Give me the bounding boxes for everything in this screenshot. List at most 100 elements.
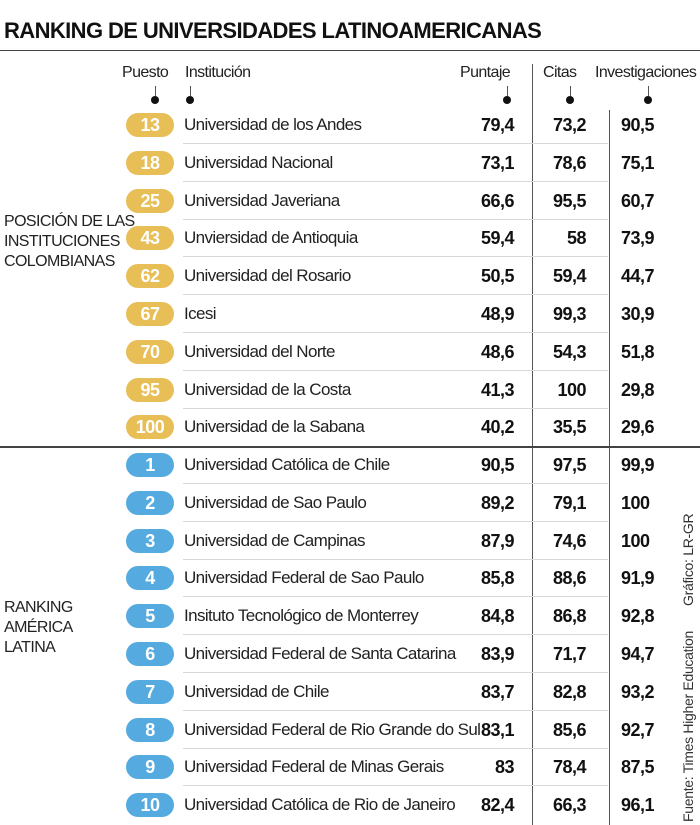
table-row: 7 Universidad de Chile 83,7 82,8 93,2 <box>0 673 700 711</box>
rank-badge: 2 <box>126 490 174 515</box>
institution-name: Icesi <box>184 304 217 323</box>
investigaciones-value: 99,9 <box>621 455 655 475</box>
header-puesto: Puesto <box>122 64 169 81</box>
puntaje-value: 50,5 <box>480 266 515 287</box>
puntaje-value: 83,7 <box>480 681 515 702</box>
row-separator <box>183 785 608 787</box>
row-separator <box>183 747 608 749</box>
rank-badge: 8 <box>126 717 174 742</box>
rank-badge: 18 <box>126 150 174 175</box>
table-row: 25 Universidad Javeriana 66,6 95,5 60,7 <box>0 182 700 220</box>
citas-value: 85,6 <box>552 719 587 740</box>
investigaciones-value: 91,9 <box>621 568 655 589</box>
puntaje-value: 87,9 <box>480 530 515 551</box>
puntaje-value: 84,8 <box>480 606 515 627</box>
investigaciones-value: 90,5 <box>621 115 655 135</box>
label-line: COLOMBIANAS <box>4 253 115 270</box>
puntaje-value: 79,4 <box>480 115 515 135</box>
institution-name: Insituto Tecnológico de Monterrey <box>184 606 419 626</box>
institution-name: Universidad Federal de Santa Catarina <box>184 644 456 663</box>
label-line: RANKING <box>4 599 73 616</box>
investigaciones-value: 29,6 <box>621 417 655 438</box>
header-puntaje: Puntaje <box>460 64 511 81</box>
investigaciones-value: 51,8 <box>621 341 655 362</box>
puntaje-value: 90,5 <box>480 455 515 475</box>
institution-name: Universidad Católica de Chile <box>184 455 390 474</box>
citas-value: 86,8 <box>552 606 587 627</box>
puntaje-value: 48,6 <box>480 341 515 362</box>
credit-grafico: Gráfico: LR-GR <box>680 513 696 606</box>
investigaciones-value: 87,5 <box>621 757 655 778</box>
label-line: LATINA <box>4 639 56 656</box>
table-row: 3 Universidad de Campinas 87,9 74,6 100 <box>0 522 700 560</box>
investigaciones-value: 29,8 <box>621 379 655 400</box>
rank-badge: 25 <box>126 188 174 213</box>
rank-badge: 1 <box>126 453 174 477</box>
citas-value: 66,3 <box>552 795 587 816</box>
header-dot <box>503 96 511 104</box>
row-separator <box>183 483 608 484</box>
rank-badge: 62 <box>126 264 174 289</box>
table-row: 8 Universidad Federal de Rio Grande do Su… <box>0 711 700 749</box>
institution-name: Universidad de la Sabana <box>184 417 365 437</box>
puntaje-value: 83,9 <box>480 644 515 664</box>
citas-value: 82,8 <box>552 681 587 702</box>
table-row: 70 Universidad del Norte 48,6 54,3 51,8 <box>0 333 700 371</box>
citas-value: 79,1 <box>552 492 587 513</box>
institution-name: Universidad de Campinas <box>184 530 365 550</box>
rank-badge: 6 <box>126 642 174 666</box>
row-separator <box>183 369 608 371</box>
investigaciones-value: 92,8 <box>621 606 655 627</box>
citas-value: 74,6 <box>552 530 587 551</box>
citas-value: 35,5 <box>552 417 587 438</box>
table-row: 67 Icesi 48,9 99,3 30,9 <box>0 295 700 333</box>
rank-badge: 5 <box>126 604 174 629</box>
section-divider <box>0 446 700 448</box>
citas-value: 58 <box>566 228 587 249</box>
puntaje-value: 82,4 <box>480 795 515 816</box>
column-divider <box>532 64 533 825</box>
header-pointer <box>648 86 649 96</box>
header-institucion: Institución <box>185 64 251 81</box>
citas-value: 73,2 <box>552 115 587 135</box>
rank-badge: 13 <box>126 113 174 137</box>
investigaciones-value: 92,7 <box>621 719 655 740</box>
row-separator <box>183 709 608 711</box>
title-rule <box>0 50 700 51</box>
puntaje-value: 40,2 <box>480 417 515 438</box>
puntaje-value: 83 <box>494 757 515 778</box>
citas-value: 78,6 <box>552 152 587 173</box>
puntaje-value: 66,6 <box>480 190 515 211</box>
rank-badge: 100 <box>126 415 174 440</box>
citas-value: 88,6 <box>552 568 587 589</box>
rank-badge: 67 <box>126 302 174 326</box>
section-label-colombia: POSICIÓN DE LAS INSTITUCIONES COLOMBIANA… <box>4 212 135 272</box>
label-line: INSTITUCIONES <box>4 233 120 250</box>
table-row: 1 Universidad Católica de Chile 90,5 97,5 99… <box>0 446 700 484</box>
row-separator <box>183 180 608 182</box>
rank-badge: 7 <box>126 679 174 704</box>
citas-value: 59,4 <box>552 266 587 287</box>
citas-value: 97,5 <box>552 455 587 475</box>
header-citas: Citas <box>543 64 577 81</box>
header-pointer <box>190 86 191 96</box>
rank-badge: 70 <box>126 339 174 364</box>
header-dot <box>566 96 574 104</box>
table-row: 4 Universidad Federal de Sao Paulo 85,8 88,… <box>0 559 700 598</box>
investigaciones-value: 44,7 <box>621 266 655 287</box>
column-divider <box>609 110 610 825</box>
page-title: RANKING DE UNIVERSIDADES LATINOAMERICANA… <box>4 18 542 43</box>
header-dot <box>151 96 159 104</box>
header-pointer <box>155 86 156 96</box>
label-line: AMÉRICA <box>4 619 73 636</box>
puntaje-value: 59,4 <box>480 228 515 249</box>
institution-name: Universidad Católica de Rio de Janeiro <box>184 795 456 815</box>
institution-name: Universidad Nacional <box>184 152 333 172</box>
header-dot <box>186 96 194 104</box>
institution-name: Universidad de Chile <box>184 681 329 701</box>
table-row: 43 Unviersidad de Antioquia 59,4 58 73,9 <box>0 219 700 258</box>
row-separator <box>183 596 608 598</box>
table-row: 18 Universidad Nacional 73,1 78,6 75,1 <box>0 144 700 182</box>
investigaciones-value: 30,9 <box>621 304 655 324</box>
rank-badge: 95 <box>126 377 174 402</box>
